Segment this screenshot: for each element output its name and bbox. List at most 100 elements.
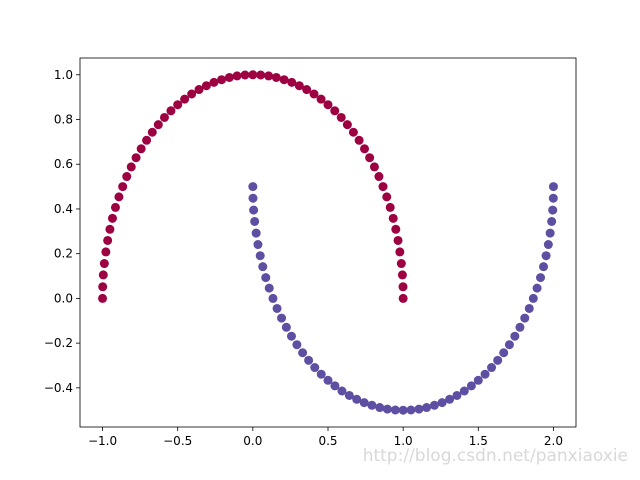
point: [344, 390, 354, 400]
point: [114, 192, 124, 202]
point: [445, 394, 455, 404]
point: [499, 348, 509, 358]
point: [466, 381, 476, 391]
point: [367, 400, 377, 410]
point: [532, 283, 542, 293]
point: [194, 85, 204, 95]
point: [201, 81, 211, 91]
y-tick-label: 0.0: [54, 291, 73, 305]
point: [232, 71, 242, 81]
point: [110, 202, 120, 212]
point: [396, 259, 406, 269]
point: [323, 375, 333, 385]
point: [547, 216, 557, 226]
point: [268, 293, 278, 303]
point: [374, 172, 384, 182]
point: [429, 400, 439, 410]
y-tick-label: 0.4: [54, 202, 73, 216]
y-tick-label: 0.8: [54, 113, 73, 127]
point: [528, 293, 538, 303]
point: [292, 340, 302, 350]
point: [359, 398, 369, 408]
point: [98, 270, 108, 280]
point: [142, 135, 152, 145]
point: [393, 235, 403, 245]
point: [406, 405, 416, 415]
point: [279, 75, 289, 85]
point: [459, 386, 469, 396]
point: [217, 75, 227, 85]
point: [250, 216, 260, 226]
point: [166, 106, 176, 116]
point: [348, 127, 358, 137]
point: [336, 112, 346, 122]
point: [101, 247, 111, 257]
point: [316, 369, 326, 379]
point: [287, 77, 297, 87]
point: [510, 331, 520, 341]
plot-frame: [79, 57, 577, 428]
point: [382, 192, 392, 202]
point: [159, 112, 169, 122]
point: [272, 303, 282, 313]
point: [437, 398, 447, 408]
point: [541, 251, 551, 261]
point: [153, 120, 163, 130]
y-tick-label: 0.6: [54, 157, 73, 171]
point: [391, 224, 401, 234]
point: [330, 381, 340, 391]
point: [385, 202, 395, 212]
x-tick-label: 0.0: [243, 434, 262, 448]
point: [548, 182, 558, 192]
point: [261, 273, 271, 283]
point: [398, 405, 408, 415]
point: [258, 262, 268, 272]
point: [264, 71, 274, 81]
point: [390, 405, 400, 415]
point: [147, 127, 157, 137]
point: [224, 72, 234, 82]
y-tick-label: 0.2: [54, 247, 73, 261]
point: [122, 172, 132, 182]
point: [209, 77, 219, 87]
point: [281, 322, 291, 332]
point: [480, 369, 490, 379]
point: [173, 100, 183, 110]
y-tick-label: −0.4: [44, 381, 73, 395]
point: [277, 313, 287, 323]
point: [136, 144, 146, 154]
point: [98, 282, 108, 292]
point: [187, 89, 197, 99]
point: [342, 120, 352, 130]
point: [248, 182, 258, 192]
point: [309, 89, 319, 99]
point: [248, 193, 258, 203]
point: [545, 228, 555, 238]
x-tick-label: 0.5: [318, 434, 337, 448]
point: [98, 293, 108, 303]
point: [251, 228, 261, 238]
point: [240, 70, 250, 80]
point: [264, 283, 274, 293]
point: [323, 100, 333, 110]
point: [310, 363, 320, 373]
point: [352, 394, 362, 404]
x-tick-label: 1.0: [394, 434, 413, 448]
point: [369, 162, 379, 172]
point: [487, 363, 497, 373]
point: [524, 303, 534, 313]
x-tick-label: 1.5: [469, 434, 488, 448]
point: [398, 282, 408, 292]
point: [539, 262, 549, 272]
point: [256, 70, 266, 80]
point: [180, 94, 190, 104]
y-tick-label: 1.0: [54, 68, 73, 82]
x-tick-label: −1.0: [88, 434, 117, 448]
point: [414, 404, 424, 414]
point: [131, 153, 141, 163]
point: [337, 386, 347, 396]
point: [398, 293, 408, 303]
x-tick-label: −0.5: [163, 434, 192, 448]
point: [304, 355, 314, 365]
